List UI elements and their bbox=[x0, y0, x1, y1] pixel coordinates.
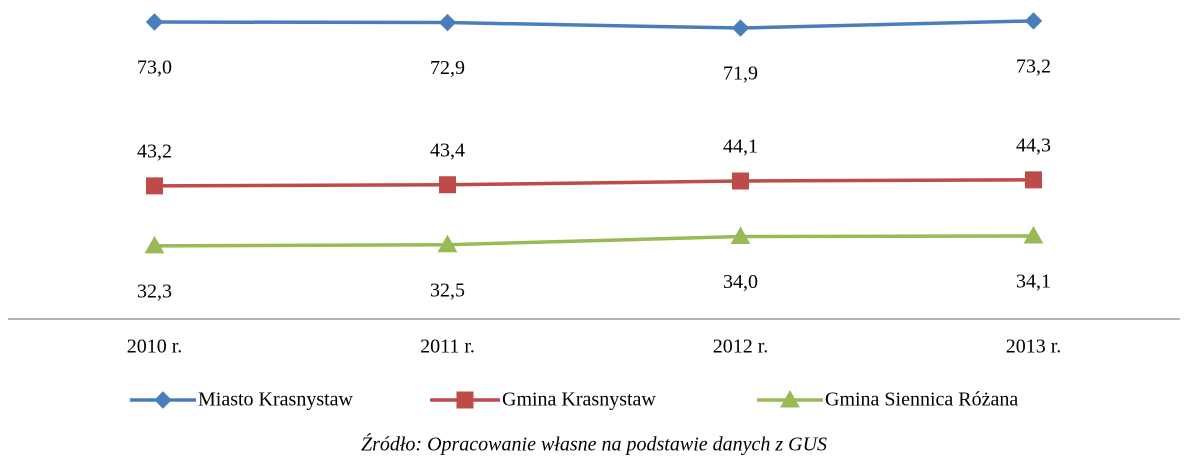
data-point bbox=[437, 234, 458, 253]
data-label: 44,3 bbox=[1016, 134, 1051, 156]
legend-marker bbox=[456, 391, 474, 409]
legend-label: Gmina Krasnystaw bbox=[502, 389, 656, 411]
x-tick-label: 2011 r. bbox=[420, 336, 475, 358]
x-tick-label: 2012 r. bbox=[713, 336, 769, 358]
data-label: 44,1 bbox=[723, 136, 758, 158]
series-line bbox=[154, 19, 1034, 30]
data-label: 71,9 bbox=[723, 63, 758, 85]
data-point bbox=[1024, 12, 1043, 30]
data-label: 73,2 bbox=[1016, 55, 1051, 77]
legend-label: Gmina Siennica Różana bbox=[825, 389, 1018, 411]
data-point bbox=[730, 226, 751, 244]
data-point bbox=[1023, 225, 1044, 244]
data-point bbox=[732, 172, 749, 190]
source-note: Źródło: Opracowanie własne na podstawie … bbox=[361, 433, 827, 456]
data-point bbox=[1025, 171, 1042, 189]
data-label: 32,5 bbox=[430, 279, 465, 301]
legend-label: Miasto Krasnystaw bbox=[198, 389, 354, 411]
data-point bbox=[731, 19, 750, 37]
data-label: 73,0 bbox=[137, 57, 172, 79]
data-label: 32,3 bbox=[137, 280, 172, 302]
legend-marker bbox=[154, 391, 172, 409]
data-label: 34,1 bbox=[1016, 271, 1051, 293]
data-label: 43,4 bbox=[430, 139, 465, 161]
data-label: 72,9 bbox=[430, 57, 465, 79]
data-point bbox=[144, 235, 165, 254]
series-line bbox=[154, 178, 1034, 188]
legend-marker bbox=[780, 389, 800, 408]
data-label: 43,2 bbox=[137, 140, 172, 162]
series-line bbox=[154, 234, 1034, 248]
x-tick-label: 2013 r. bbox=[1006, 336, 1062, 358]
data-point bbox=[146, 177, 163, 195]
data-label: 34,0 bbox=[723, 271, 758, 293]
data-point bbox=[439, 176, 456, 194]
x-tick-label: 2010 r. bbox=[127, 336, 183, 358]
data-point bbox=[438, 13, 457, 32]
data-point bbox=[145, 13, 164, 31]
